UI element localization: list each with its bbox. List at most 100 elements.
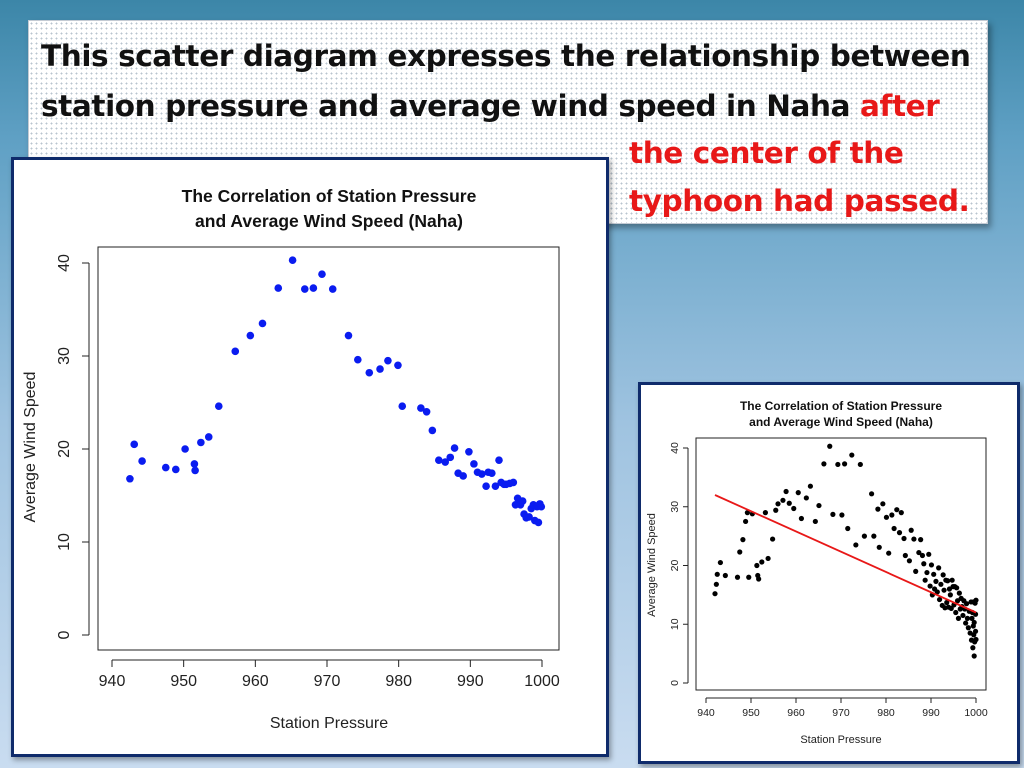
- data-point: [713, 581, 719, 587]
- data-point: [126, 474, 134, 483]
- plot-frame: [97, 246, 560, 651]
- data-point: [717, 559, 723, 566]
- data-point: [955, 615, 962, 621]
- data-point: [428, 426, 437, 435]
- data-point: [435, 456, 443, 464]
- data-point: [744, 510, 750, 516]
- data-point: [754, 562, 760, 569]
- data-point: [459, 472, 467, 480]
- data-point: [756, 576, 762, 582]
- data-point: [171, 465, 180, 474]
- x-tick-label: 1000: [524, 673, 560, 690]
- data-point: [880, 501, 886, 507]
- heading-line-4: typhoon had passed.: [629, 184, 970, 218]
- data-point: [891, 525, 897, 532]
- data-point: [906, 558, 912, 564]
- chart-subtitle: and Average Wind Speed (Naha): [195, 211, 463, 231]
- data-point: [969, 615, 975, 621]
- heading-box: This scatter diagram expresses the relat…: [28, 20, 988, 224]
- data-point: [478, 470, 486, 478]
- x-axis-title: Station Pressure: [270, 715, 388, 732]
- data-point: [762, 510, 768, 516]
- data-point: [534, 518, 543, 527]
- y-tick-label: 30: [669, 501, 681, 513]
- data-point: [537, 502, 546, 511]
- data-point: [827, 443, 833, 449]
- data-point: [876, 544, 882, 550]
- x-tick-label: 990: [922, 707, 940, 719]
- data-point: [971, 619, 977, 626]
- data-point: [911, 536, 917, 542]
- scatter-chart-blue: The Correlation of Station Pressure and A…: [22, 186, 560, 732]
- scatter-chart-with-regression: The Correlation of Station Pressure and A…: [646, 399, 988, 746]
- data-point: [902, 552, 908, 559]
- data-point: [783, 488, 789, 495]
- data-point: [924, 569, 930, 576]
- data-point: [869, 491, 875, 497]
- data-point: [714, 571, 720, 577]
- data-point: [417, 404, 425, 412]
- x-tick-label: 960: [787, 707, 805, 719]
- data-point: [258, 319, 267, 328]
- y-tick-label: 10: [669, 618, 681, 630]
- data-point: [722, 572, 728, 579]
- data-point: [344, 331, 353, 340]
- data-point: [743, 518, 749, 525]
- data-point: [765, 555, 771, 562]
- data-point: [960, 612, 966, 619]
- x-tick-label: 1000: [964, 707, 988, 719]
- data-point: [775, 501, 781, 507]
- data-point: [803, 495, 809, 501]
- heading-line-1: This scatter diagram expresses the relat…: [41, 39, 971, 73]
- data-point: [816, 502, 822, 509]
- x-tick-label: 990: [457, 673, 484, 690]
- data-point: [328, 285, 337, 293]
- data-point: [931, 571, 937, 577]
- y-tick-label: 20: [669, 560, 681, 572]
- data-point: [886, 550, 892, 556]
- data-point: [971, 653, 977, 659]
- data-point: [842, 461, 848, 467]
- data-point: [491, 482, 500, 491]
- data-point: [922, 577, 928, 583]
- regression-line: [714, 494, 977, 614]
- data-point: [972, 628, 979, 634]
- data-point: [446, 453, 455, 462]
- data-point: [795, 490, 801, 496]
- data-point: [875, 506, 881, 512]
- y-axis-title: Average Wind Speed: [22, 372, 39, 523]
- data-point: [737, 549, 743, 555]
- data-point: [861, 533, 867, 539]
- y-tick-label: 0: [56, 630, 73, 639]
- data-point: [422, 408, 431, 416]
- data-point: [740, 537, 746, 543]
- data-point: [973, 636, 979, 643]
- data-point: [197, 438, 205, 447]
- data-point: [947, 592, 953, 598]
- data-point: [927, 583, 933, 589]
- data-point: [894, 507, 900, 513]
- data-point: [964, 615, 971, 621]
- data-point: [525, 513, 533, 521]
- data-point: [318, 270, 326, 278]
- data-point: [214, 402, 223, 411]
- data-point: [845, 525, 851, 532]
- data-point: [953, 609, 959, 616]
- data-point: [300, 285, 309, 293]
- data-point: [384, 356, 392, 365]
- data-point: [246, 331, 255, 340]
- data-point: [934, 589, 940, 595]
- data-point: [853, 542, 859, 548]
- data-point: [916, 549, 922, 556]
- y-tick-label: 30: [56, 347, 73, 365]
- data-point: [821, 461, 827, 467]
- data-point: [963, 601, 970, 607]
- data-point: [949, 577, 955, 583]
- data-point: [936, 596, 943, 603]
- data-point: [871, 533, 877, 539]
- plot-frame: [695, 437, 987, 691]
- data-point: [970, 599, 976, 605]
- data-point: [812, 518, 818, 525]
- data-point: [394, 361, 402, 370]
- data-point: [712, 591, 718, 597]
